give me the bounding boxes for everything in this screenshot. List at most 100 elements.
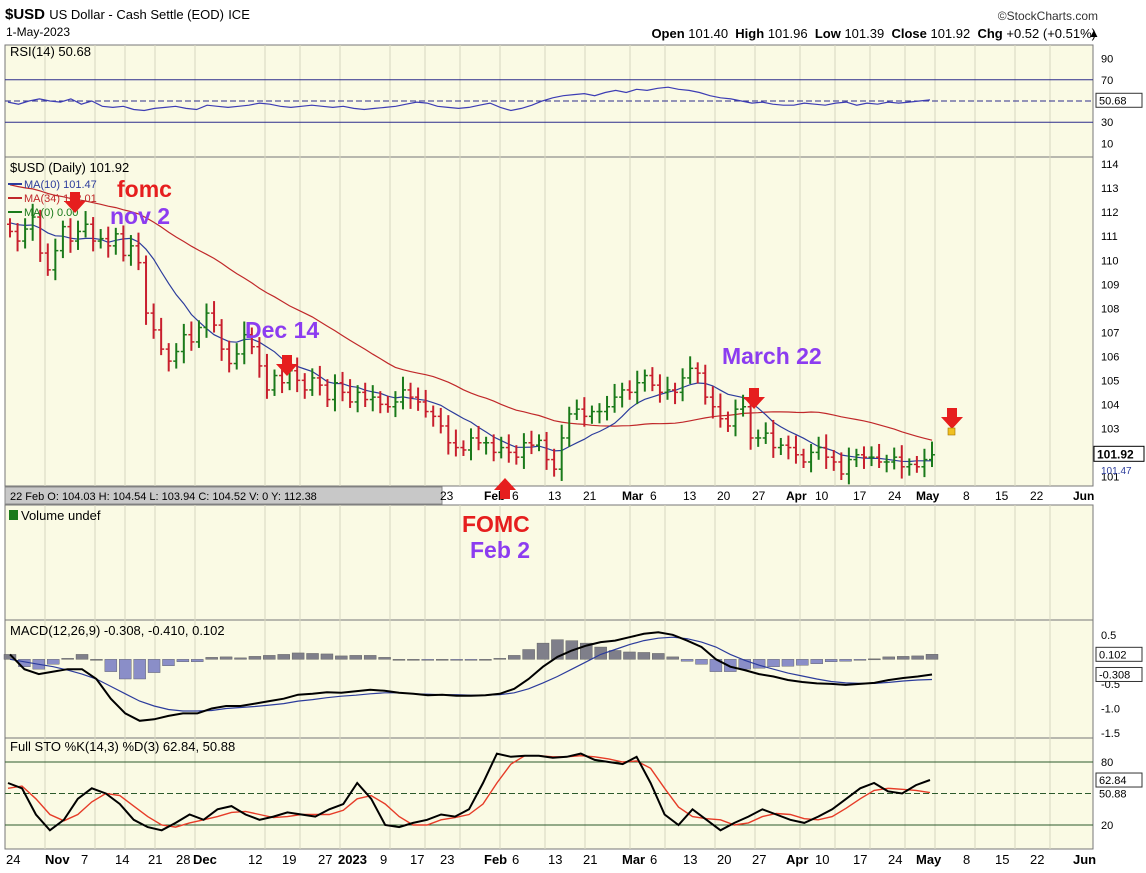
price-bar (656, 374, 663, 403)
price-bar (7, 218, 13, 238)
rsi-last-label: 50.68 (1099, 95, 1127, 107)
x-tick-label: 24 (6, 852, 20, 867)
price-bar (309, 368, 316, 396)
macd-histogram-bar (551, 639, 564, 660)
price-bar (52, 238, 59, 281)
macd-histogram-bar (435, 659, 449, 661)
price-bar (740, 394, 747, 417)
price-bar (415, 387, 422, 411)
arrow-down-icon (276, 355, 298, 376)
macd-histogram-bar (90, 659, 103, 661)
rsi-line (7, 86, 931, 112)
price-bar (717, 393, 724, 428)
rsi-tick-label: 70 (1101, 75, 1113, 87)
price-bar (392, 391, 399, 418)
price-bar (755, 429, 762, 447)
collapse-icon[interactable]: ▲ (1088, 26, 1100, 40)
arrow-down-icon (64, 192, 86, 213)
macd-histogram-bar (291, 652, 305, 660)
price-bar (233, 343, 240, 370)
price-last-label: 101.92 (1097, 447, 1134, 461)
x-tick-label-top: 15 (995, 489, 1009, 503)
price-bar (702, 364, 709, 405)
macd-last-label: -0.308 (1099, 669, 1130, 681)
macd-tick-label: -1.0 (1101, 704, 1120, 716)
rsi-tick-label: 10 (1101, 138, 1113, 150)
macd-histogram-bar (320, 653, 334, 660)
price-bar (256, 337, 263, 378)
price-bar (558, 424, 565, 481)
x-tick-label-top: 17 (853, 489, 867, 503)
macd-histogram-bar (147, 659, 161, 673)
arrow-down-icon (743, 388, 765, 409)
price-bar (581, 397, 588, 427)
macd-histogram-bar (421, 659, 434, 661)
price-bar (354, 385, 361, 413)
macd-histogram-bar (205, 657, 218, 660)
price-bar (263, 353, 270, 399)
x-tick-label: Apr (786, 852, 808, 867)
price-tick-label: 101 (1101, 471, 1119, 483)
price-tick-label: 113 (1101, 183, 1119, 195)
macd-histogram-bar (407, 659, 420, 661)
macd-histogram-bar (781, 659, 795, 667)
x-tick-label: 17 (410, 852, 424, 867)
price-bar (90, 217, 97, 252)
x-tick-label: Jun (1073, 852, 1096, 867)
macd-tick-label: 0.5 (1101, 630, 1116, 642)
macd-histogram-bar (191, 659, 204, 662)
x-tick-label: 28 (176, 852, 190, 867)
x-tick-label: 12 (248, 852, 262, 867)
x-tick-label-top: 13 (683, 489, 697, 503)
macd-histogram-bar (796, 659, 809, 666)
x-tick-label: 20 (717, 852, 731, 867)
price-bar (97, 229, 104, 249)
price-tick-label: 107 (1101, 327, 1119, 339)
price-bar (664, 376, 671, 400)
price-bar (505, 434, 512, 463)
price-bar (913, 455, 920, 473)
annotation-fomc: fomc (117, 176, 172, 202)
price-bar (120, 225, 127, 262)
x-tick-label: 23 (440, 852, 454, 867)
macd-histogram-bar (363, 655, 377, 660)
x-tick-label: 15 (995, 852, 1009, 867)
price-bar (37, 209, 44, 262)
vol-panel (4, 504, 1094, 621)
x-tick-label-top: 24 (888, 489, 902, 503)
macd-histogram-bar (767, 659, 780, 667)
price-bar (437, 407, 444, 434)
price-bar (430, 405, 437, 427)
x-tick-label-top: 13 (548, 489, 562, 503)
price-bar (513, 445, 520, 465)
x-tick-label-top: 8 (963, 489, 970, 503)
x-tick-label-top: 23 (440, 489, 454, 503)
price-bar (218, 319, 225, 361)
x-tick-label: 9 (380, 852, 387, 867)
price-bar (883, 454, 890, 473)
price-bar (135, 232, 142, 271)
price-bar (59, 220, 66, 259)
price-bar (347, 379, 354, 408)
macd-histogram-bar (652, 653, 665, 660)
price-bar (596, 403, 603, 424)
price-bar (445, 415, 452, 455)
x-tick-label-top: 21 (583, 489, 597, 503)
legend-entry: MA(0) 0.00 (24, 207, 78, 219)
x-tick-label-top: Jun (1073, 489, 1094, 503)
watermark: ©StockCharts.com (997, 9, 1098, 23)
price-bar (694, 362, 701, 384)
price-bar (536, 434, 543, 452)
price-bar (860, 446, 867, 469)
price-bar (301, 373, 308, 399)
price-bar (226, 340, 233, 373)
price-bar (173, 343, 180, 369)
price-tick-label: 110 (1101, 255, 1119, 267)
macd-histogram-bar (911, 655, 924, 660)
price-bar (626, 380, 633, 400)
annotation-fomc-feb: FOMC (462, 511, 530, 537)
sto-tick-label: 20 (1101, 820, 1113, 832)
x-tick-label-top: 22 (1030, 489, 1044, 503)
price-bar (498, 436, 505, 459)
